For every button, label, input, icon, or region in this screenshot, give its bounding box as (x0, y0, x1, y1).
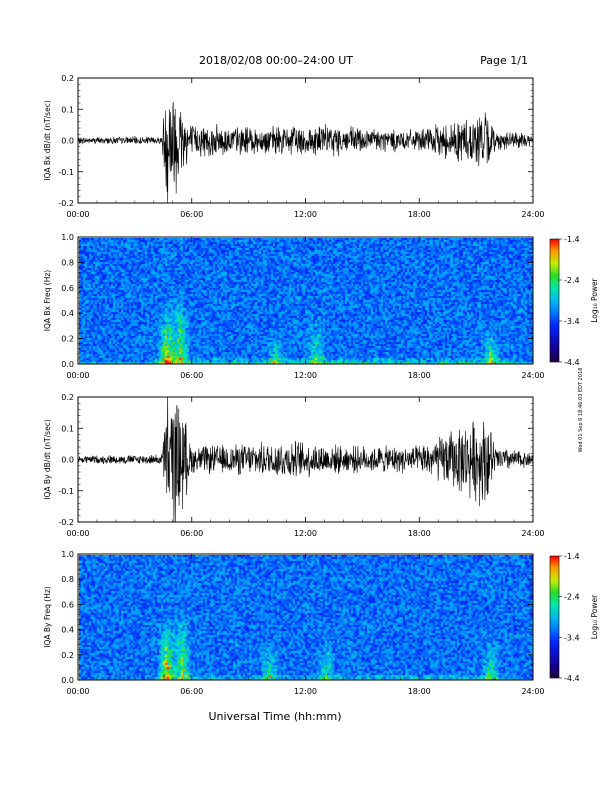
x-tick-label: 12:00 (294, 371, 317, 380)
colorbar-tick-label: -4.4 (564, 674, 580, 683)
y-tick-label: -0.2 (58, 518, 74, 527)
x-tick-label: 12:00 (294, 210, 317, 219)
x-tick-label: 12:00 (294, 687, 317, 696)
colorbar: -1.4 -2.4 -3.4 -4.4 Log₁₀ Power (549, 552, 599, 683)
x-tick-label: 24:00 (521, 529, 544, 538)
colorbar-gradient (549, 555, 560, 679)
colorbar-label: Log₁₀ Power (590, 594, 599, 639)
y-tick-label: 0.4 (61, 309, 74, 318)
x-tick-label: 24:00 (521, 210, 544, 219)
colorbar-tick-label: -1.4 (564, 235, 580, 244)
y-tick-label: 1.0 (61, 233, 74, 242)
y-tick-label: -0.1 (58, 487, 74, 496)
waveform-line (78, 101, 533, 203)
x-tick-label: 00:00 (66, 210, 89, 219)
y-tick-label: -0.2 (58, 199, 74, 208)
colorbar-tick-label: -2.4 (564, 593, 580, 602)
spectrogram-image (78, 554, 533, 680)
page-title: 2018/02/08 00:00–24:00 UT (199, 54, 353, 67)
x-tick-label: 18:00 (408, 687, 431, 696)
y-tick-label: 0.2 (61, 393, 74, 402)
y-tick-label: 0.0 (61, 137, 74, 146)
spectrogram-image (78, 237, 533, 364)
x-tick-label: 06:00 (180, 529, 203, 538)
y-tick-label: 1.0 (61, 550, 74, 559)
y-tick-label: 0.8 (61, 575, 74, 584)
x-tick-label: 24:00 (521, 687, 544, 696)
y-tick-label: 0.0 (61, 456, 74, 465)
colorbar-tick-label: -4.4 (564, 358, 580, 367)
y-tick-label: 0.1 (61, 105, 74, 114)
colorbar-gradient (549, 238, 560, 363)
y-axis-label: IQA Bx dB/dt (nT/sec) (43, 100, 52, 181)
colorbar-tick-label: -1.4 (564, 552, 580, 561)
page-number: Page 1/1 (480, 54, 528, 67)
y-tick-label: 0.6 (61, 600, 74, 609)
colorbar: -1.4 -2.4 -3.4 -4.4 Log₁₀ Power (549, 235, 599, 367)
x-tick-label: 12:00 (294, 529, 317, 538)
waveform-series (78, 397, 533, 522)
y-tick-label: 0.2 (61, 335, 74, 344)
x-axis-title: Universal Time (hh:mm) (209, 710, 342, 723)
y-tick-label: 0.1 (61, 424, 74, 433)
y-tick-label: 0.6 (61, 284, 74, 293)
colorbar-tick-label: -3.4 (564, 633, 580, 642)
panel-1: 00:00 06:00 12:00 18:00 24:00 0.2 0.1 0.0 -0.1 -0… (43, 74, 545, 219)
y-axis-label: IQA Bx Freq (Hz) (43, 270, 52, 332)
colorbar-tick-label: -2.4 (564, 276, 580, 285)
panel-2: 00:00 06:00 12:00 18:00 24:00 1.0 0.8 0.6 0.4 0.2… (43, 233, 545, 380)
y-axis-label: IQA By dB/dt (nT/sec) (43, 419, 52, 500)
side-timestamp: Wed 01 Sep 6 18:46:03 EDT 2018 (578, 368, 584, 453)
x-tick-label: 18:00 (408, 371, 431, 380)
x-tick-label: 24:00 (521, 371, 544, 380)
x-tick-label: 00:00 (66, 529, 89, 538)
colorbar-tick-label: -3.4 (564, 317, 580, 326)
y-tick-label: 0.8 (61, 258, 74, 267)
y-tick-label: 0.4 (61, 626, 74, 635)
y-tick-label: 0.2 (61, 74, 74, 83)
y-tick-label: 0.0 (61, 360, 74, 369)
x-tick-label: 06:00 (180, 210, 203, 219)
y-tick-label: 0.2 (61, 651, 74, 660)
panel-4: 00:00 06:00 12:00 18:00 24:00 1.0 0.8 0.6 0.4 0.2… (43, 550, 545, 696)
waveform-line (78, 397, 533, 522)
panels: 00:00 06:00 12:00 18:00 24:00 0.2 0.1 0.0 -0.1 -0… (43, 74, 599, 696)
y-tick-label: 0.0 (61, 676, 74, 685)
panel-3: 00:00 06:00 12:00 18:00 24:00 0.2 0.1 0.0 -0.1 -0… (43, 393, 545, 538)
x-tick-label: 00:00 (66, 371, 89, 380)
waveform-series (78, 101, 533, 203)
y-axis-label: IQA By Freq (Hz) (43, 586, 52, 648)
x-tick-label: 06:00 (180, 687, 203, 696)
x-tick-label: 18:00 (408, 210, 431, 219)
x-tick-label: 18:00 (408, 529, 431, 538)
colorbar-label: Log₁₀ Power (590, 277, 599, 322)
x-tick-label: 06:00 (180, 371, 203, 380)
x-tick-label: 00:00 (66, 687, 89, 696)
y-tick-label: -0.1 (58, 168, 74, 177)
